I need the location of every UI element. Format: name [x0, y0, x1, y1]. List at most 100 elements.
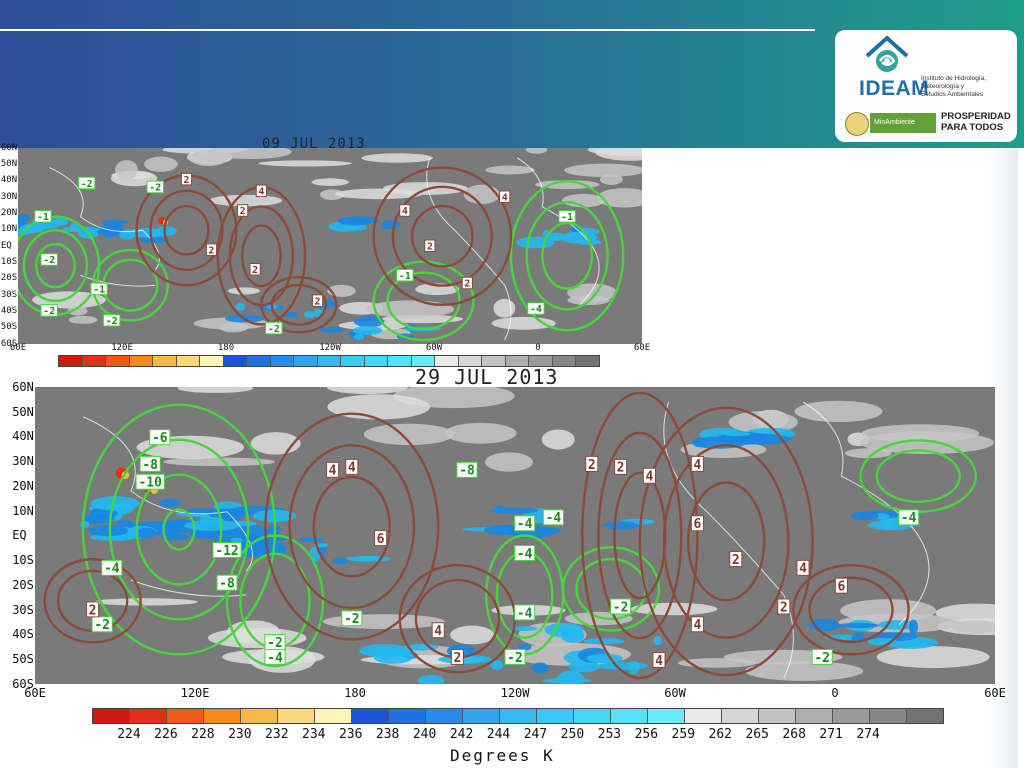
map2-cold-cloud [90, 496, 140, 511]
colorbar-tick-label: 238 [375, 727, 400, 742]
map2-lon-label: 120E [180, 686, 210, 700]
map1-negative-contour [372, 260, 475, 342]
map1-contour-label: 2 [249, 263, 261, 276]
map2-cold-cloud [721, 431, 752, 436]
map2-coastline [130, 579, 247, 597]
colorbar-tick-label: 232 [265, 727, 289, 742]
map2-cloud [876, 646, 990, 669]
prosperity-slogan: PROSPERIDAD PARA TODOS [941, 111, 1013, 133]
svg-text:2: 2 [588, 458, 596, 473]
map2-cloud [208, 627, 307, 649]
map2-cold-cloud [518, 643, 532, 651]
svg-text:2: 2 [780, 600, 788, 615]
colorbar-swatch [82, 356, 107, 366]
map2-contour-label: -4 [542, 509, 564, 526]
map2-cloud [93, 598, 198, 606]
svg-text:-6: -6 [152, 431, 168, 446]
map2-lat-label: 10N [12, 503, 34, 518]
map1-cold-cloud [304, 311, 316, 318]
colorbar-swatch [315, 709, 352, 723]
map1-contour-label: -2 [40, 253, 58, 266]
map1-contour-label: -2 [265, 321, 283, 335]
map1-cloud [320, 189, 345, 201]
map1-cloud [564, 163, 642, 177]
colorbar-swatch [907, 709, 943, 723]
svg-text:-2: -2 [613, 600, 629, 615]
svg-text:2: 2 [427, 242, 433, 253]
map2-negative-contour [108, 438, 250, 621]
colorbar-swatch [833, 709, 870, 723]
map1-contour-label: -1 [558, 210, 576, 223]
map2-cloud [450, 625, 495, 645]
map2-lat-label: 10S [12, 553, 34, 568]
svg-text:6: 6 [377, 532, 385, 547]
map2-positive-contour [288, 444, 416, 610]
svg-text:2: 2 [240, 206, 246, 217]
svg-text:-12: -12 [215, 544, 238, 559]
ideam-logo-panel: IDEAM Instituto de Hidrología, Meteorolo… [835, 30, 1017, 142]
map1-contour-label: -2 [102, 313, 121, 327]
colorbar-swatch [241, 709, 278, 723]
map2-contour-label: 4 [690, 455, 704, 473]
map2-cold-cloud [653, 636, 662, 646]
map2-cloud [327, 394, 431, 420]
map1-cloud [258, 160, 352, 167]
map1-lon-label: 60W [425, 343, 443, 353]
map1-cloud [114, 160, 139, 180]
svg-text:2: 2 [453, 651, 461, 666]
svg-text:4: 4 [693, 618, 701, 633]
svg-text:6: 6 [693, 517, 701, 532]
map2-cold-cloud [489, 507, 539, 514]
svg-text:-4: -4 [517, 517, 533, 532]
svg-text:4: 4 [329, 464, 337, 479]
colorbar-swatch [153, 356, 177, 366]
map2-cold-cloud [908, 619, 919, 635]
map2-contour-label: 2 [585, 455, 599, 473]
map1-lon-label: 120E [111, 343, 133, 353]
svg-text:4: 4 [258, 187, 264, 198]
map2-lon-label: 60E [984, 686, 1006, 700]
map1-lat-label: EQ [0, 240, 12, 251]
map1-negative-contour [22, 229, 89, 303]
map1-lat-label: 10S [0, 256, 18, 267]
colorbar-swatch [200, 356, 224, 366]
colorbar-swatch [352, 709, 389, 723]
map2-svg: -6-8-10-12-4-8-4-2-4-4-2 -4-2-4-2-8-4-2-2… [35, 387, 995, 684]
map1-contour-label: 4 [255, 184, 267, 198]
map2-contour-label: 2 [729, 550, 743, 568]
svg-text:-2: -2 [43, 306, 55, 317]
colorbar-tick-label: 250 [560, 727, 585, 742]
svg-text:-1: -1 [37, 212, 49, 223]
colorbar-swatch [130, 709, 167, 723]
map2-lat-label: 30S [12, 602, 34, 617]
map2-cloud [322, 614, 445, 630]
svg-text:6: 6 [837, 580, 845, 595]
map2-positive-contour [792, 563, 910, 656]
map1-negative-contour [386, 271, 461, 331]
svg-text:-4: -4 [546, 511, 562, 526]
map2-contour-label: -2 [610, 598, 632, 615]
map2-contour-label: 4 [642, 467, 656, 485]
map1-contour-label: 2 [237, 204, 249, 217]
map2-cloud [363, 423, 454, 446]
logo-badges: MinAmbiente PROSPERIDAD PARA TODOS [843, 110, 1011, 136]
colorbar-tick-label: 262 [708, 727, 732, 742]
svg-text:-8: -8 [219, 577, 235, 592]
map2-cold-cloud [511, 626, 538, 632]
svg-text:-2: -2 [507, 651, 523, 666]
map2-contour-label: -4 [514, 545, 536, 562]
map1-cold-cloud [139, 237, 167, 244]
map2-positive-contour [264, 412, 440, 641]
map2-coastline [82, 416, 254, 572]
map1-lat-label: 30N [0, 191, 18, 202]
svg-text:-2: -2 [81, 179, 93, 190]
map1-cloud [68, 315, 98, 324]
map1-lat-label: 40S [0, 305, 18, 316]
svg-text:-10: -10 [138, 476, 162, 491]
colorbar-swatch [463, 709, 500, 723]
map1-cold-cloud [131, 227, 163, 237]
ministry-badge: MinAmbiente [870, 113, 936, 133]
colorbar-swatch [278, 709, 315, 723]
map1-negative-contour [35, 242, 76, 289]
map2-contour-label: 4 [431, 622, 445, 639]
